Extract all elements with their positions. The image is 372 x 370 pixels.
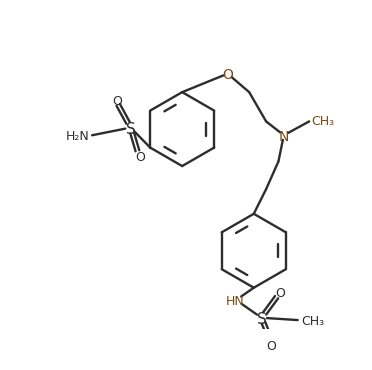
Text: N: N — [279, 130, 289, 144]
Text: HN: HN — [226, 295, 245, 308]
Text: O: O — [275, 287, 285, 300]
Text: O: O — [222, 68, 233, 82]
Text: O: O — [112, 95, 122, 108]
Text: CH₃: CH₃ — [301, 315, 324, 328]
Text: O: O — [135, 151, 145, 164]
Text: H₂N: H₂N — [66, 130, 90, 143]
Text: S: S — [126, 122, 135, 137]
Text: O: O — [266, 340, 276, 353]
Text: CH₃: CH₃ — [311, 115, 334, 128]
Text: S: S — [257, 312, 266, 327]
